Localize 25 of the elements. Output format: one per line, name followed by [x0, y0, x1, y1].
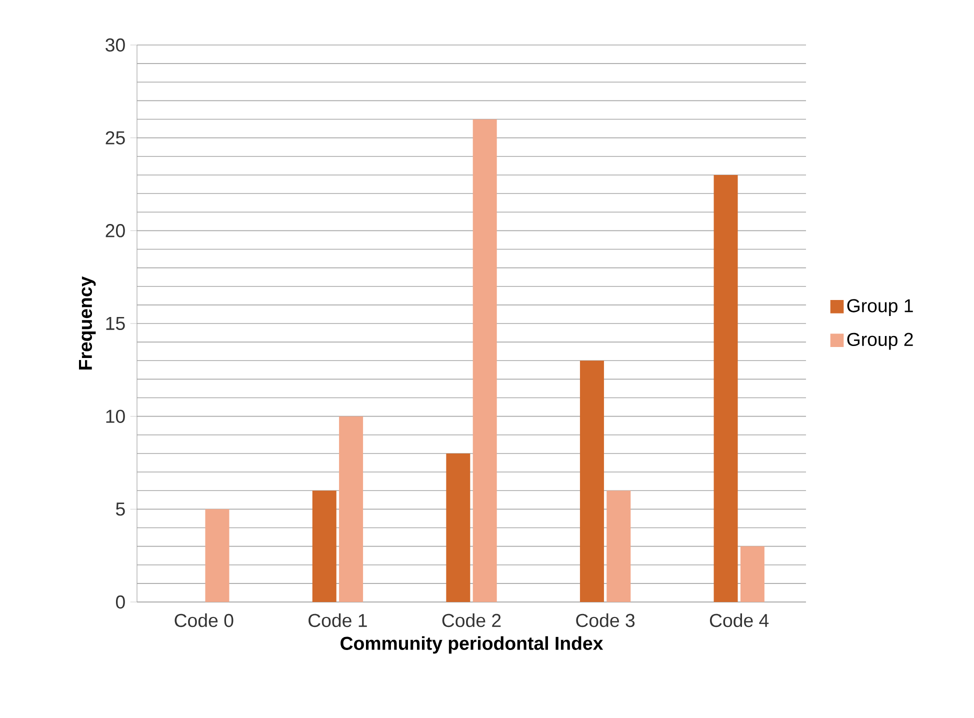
x-axis-title: Community periodontal Index [340, 636, 604, 654]
y-tick-label: 30 [106, 38, 125, 52]
y-tick-label: 0 [116, 595, 125, 609]
x-tick-label: Code 3 [576, 613, 635, 628]
y-tick-label: 15 [106, 316, 125, 330]
legend-label: Group 1 [847, 299, 913, 316]
bar [312, 490, 336, 602]
x-tick-label: Code 2 [442, 613, 501, 628]
bar [740, 546, 764, 602]
legend-label: Group 2 [847, 332, 913, 350]
x-tick-label: Code 4 [710, 613, 769, 628]
x-tick-label: Code 0 [174, 613, 234, 628]
bar [580, 360, 604, 602]
bar [339, 416, 364, 602]
bar [472, 119, 497, 602]
x-tick-label: Code 1 [308, 613, 367, 628]
y-tick-label: 25 [106, 131, 125, 144]
y-tick-label: 20 [106, 224, 125, 238]
y-tick-label: 10 [106, 410, 125, 423]
bar [446, 453, 470, 602]
y-axis-title: Frequency [78, 276, 96, 370]
bar [205, 509, 230, 602]
bar [606, 490, 631, 602]
bar [714, 174, 738, 602]
y-tick-label: 5 [116, 502, 125, 516]
